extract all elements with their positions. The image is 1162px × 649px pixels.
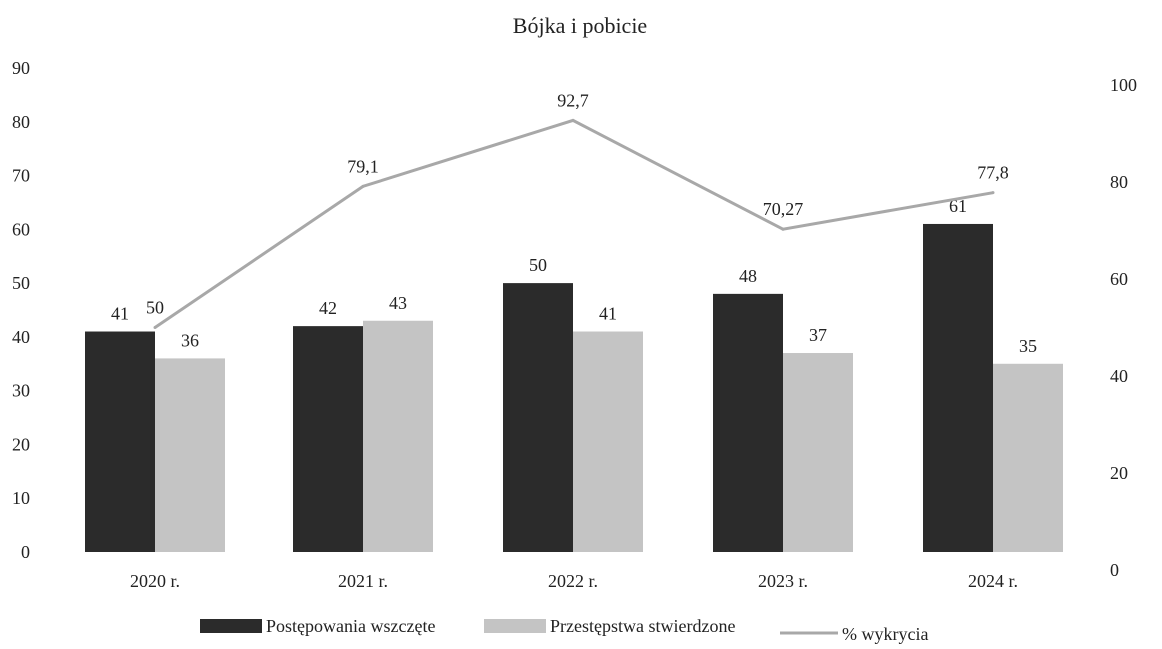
left-axis-tick: 10 xyxy=(12,488,30,508)
bar-data-label: 36 xyxy=(181,330,199,350)
left-axis-tick: 90 xyxy=(12,58,30,78)
x-axis-label: 2021 r. xyxy=(338,571,388,591)
right-axis-tick: 20 xyxy=(1110,463,1128,483)
left-axis-tick: 20 xyxy=(12,434,30,454)
legend: Postępowania wszczęte Przestępstwa stwier… xyxy=(200,616,928,644)
right-axis-tick: 40 xyxy=(1110,366,1128,386)
left-axis-tick: 60 xyxy=(12,219,30,239)
bar-data-label: 42 xyxy=(319,298,337,318)
x-axis: 2020 r. 2021 r. 2022 r. 2023 r. 2024 r. xyxy=(130,571,1018,591)
left-axis-tick: 80 xyxy=(12,112,30,132)
bar-data-label: 43 xyxy=(389,293,407,313)
bar-data-label: 48 xyxy=(739,266,757,286)
x-axis-label: 2020 r. xyxy=(130,571,180,591)
detection-data-label: 92,7 xyxy=(557,90,589,110)
bar xyxy=(85,331,155,552)
legend-swatch xyxy=(484,619,546,633)
bar xyxy=(155,358,225,552)
left-axis-tick: 70 xyxy=(12,166,30,186)
bar xyxy=(993,363,1063,552)
left-axis-tick: 50 xyxy=(12,273,30,293)
left-axis-tick: 30 xyxy=(12,381,30,401)
x-axis-label: 2023 r. xyxy=(758,571,808,591)
bar-data-label: 37 xyxy=(809,325,827,345)
legend-label: Przestępstwa stwierdzone xyxy=(550,616,735,636)
detection-line-path xyxy=(154,118,994,329)
bar xyxy=(503,283,573,552)
detection-point xyxy=(361,184,365,188)
right-axis-tick: 80 xyxy=(1110,172,1128,192)
bar-data-label: 41 xyxy=(599,304,617,324)
bar xyxy=(363,320,433,552)
left-axis-tick: 0 xyxy=(21,542,30,562)
bar xyxy=(923,223,993,552)
x-axis-label: 2024 r. xyxy=(968,571,1018,591)
bar-data-label: 35 xyxy=(1019,336,1037,356)
left-axis-tick: 40 xyxy=(12,327,30,347)
legend-label: % wykrycia xyxy=(842,624,928,644)
detection-data-label: 77,8 xyxy=(977,163,1009,183)
right-axis-tick: 100 xyxy=(1110,75,1137,95)
detection-data-label: 79,1 xyxy=(347,156,379,176)
detection-point xyxy=(153,326,157,329)
right-axis-tick: 0 xyxy=(1110,560,1119,580)
right-axis-tick: 60 xyxy=(1110,269,1128,289)
left-axis: 0 10 20 30 40 50 60 70 80 90 xyxy=(12,58,30,562)
detection-line: 50 79,1 92,7 70,27 77,8 xyxy=(146,90,1009,329)
detection-data-label: 70,27 xyxy=(763,199,804,219)
bar-data-label: 41 xyxy=(111,304,129,324)
legend-label: Postępowania wszczęte xyxy=(266,616,435,636)
bar xyxy=(293,326,363,552)
bar xyxy=(573,331,643,552)
detection-point xyxy=(571,118,575,122)
bar xyxy=(713,293,783,552)
bar xyxy=(783,353,853,552)
right-axis: 0 20 40 60 80 100 xyxy=(1110,75,1137,580)
x-axis-label: 2022 r. xyxy=(548,571,598,591)
chart-title: Bójka i pobicie xyxy=(513,13,647,38)
bar-data-label: 50 xyxy=(529,255,547,275)
legend-swatch xyxy=(200,619,262,633)
detection-point xyxy=(991,191,995,195)
detection-point xyxy=(781,227,785,231)
detection-data-label: 50 xyxy=(146,298,164,318)
